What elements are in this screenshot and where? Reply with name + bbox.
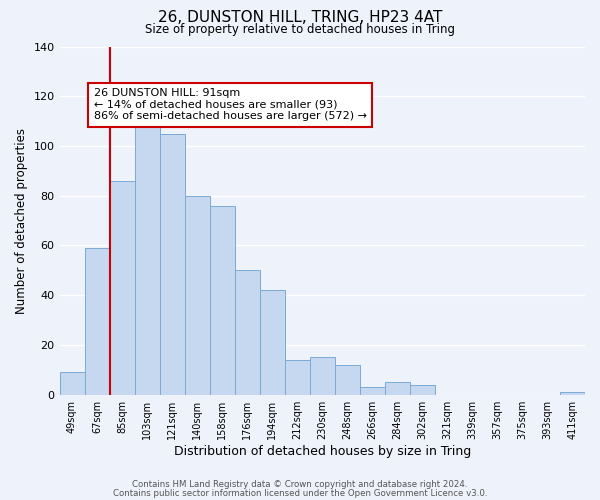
Bar bbox=[85, 248, 110, 394]
Text: Contains public sector information licensed under the Open Government Licence v3: Contains public sector information licen… bbox=[113, 488, 487, 498]
Bar bbox=[185, 196, 209, 394]
Bar bbox=[110, 181, 134, 394]
Bar bbox=[260, 290, 285, 395]
Bar bbox=[134, 124, 160, 394]
X-axis label: Distribution of detached houses by size in Tring: Distribution of detached houses by size … bbox=[173, 444, 471, 458]
Bar bbox=[235, 270, 260, 394]
Bar bbox=[385, 382, 410, 394]
Text: Size of property relative to detached houses in Tring: Size of property relative to detached ho… bbox=[145, 22, 455, 36]
Text: 26, DUNSTON HILL, TRING, HP23 4AT: 26, DUNSTON HILL, TRING, HP23 4AT bbox=[158, 10, 442, 25]
Text: Contains HM Land Registry data © Crown copyright and database right 2024.: Contains HM Land Registry data © Crown c… bbox=[132, 480, 468, 489]
Bar bbox=[59, 372, 85, 394]
Text: 26 DUNSTON HILL: 91sqm
← 14% of detached houses are smaller (93)
86% of semi-det: 26 DUNSTON HILL: 91sqm ← 14% of detached… bbox=[94, 88, 367, 122]
Bar bbox=[560, 392, 585, 394]
Bar bbox=[310, 358, 335, 395]
Bar bbox=[209, 206, 235, 394]
Bar bbox=[410, 385, 435, 394]
Bar bbox=[160, 134, 185, 394]
Bar bbox=[335, 365, 360, 394]
Bar bbox=[360, 387, 385, 394]
Bar bbox=[285, 360, 310, 394]
Y-axis label: Number of detached properties: Number of detached properties bbox=[15, 128, 28, 314]
